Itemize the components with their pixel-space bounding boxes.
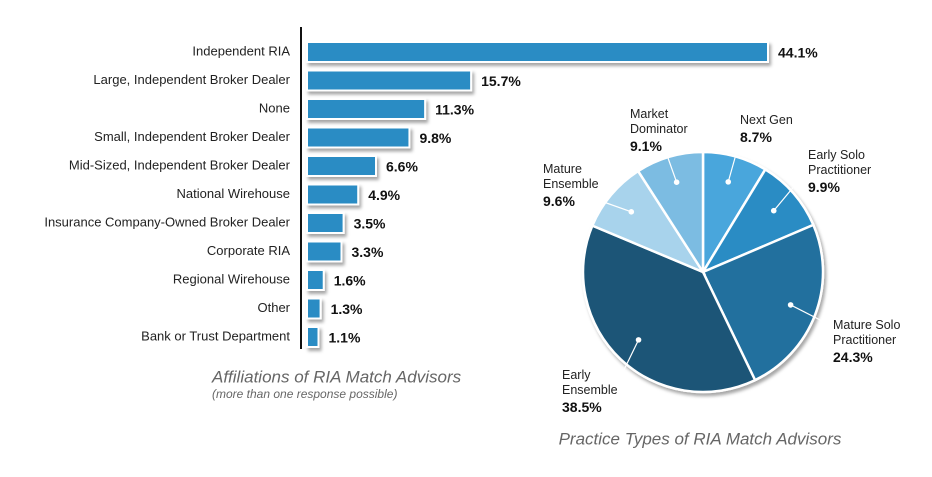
bar <box>306 326 320 348</box>
leader-dot <box>770 207 777 214</box>
leader-dot <box>635 337 642 343</box>
category-label: None <box>259 100 290 115</box>
value-label: 6.6% <box>386 159 418 175</box>
value-label: 4.9% <box>368 187 400 203</box>
category-label: Independent RIA <box>192 43 290 58</box>
slice-value: 9.6% <box>543 193 575 209</box>
value-label: 15.7% <box>481 73 521 89</box>
slice-value: 38.5% <box>562 399 602 415</box>
value-label: 1.3% <box>331 301 363 317</box>
slice-value: 8.7% <box>740 129 772 145</box>
bar <box>306 41 769 63</box>
slice-label: Mature Ensemble 9.6% <box>543 162 625 209</box>
bars <box>306 41 769 348</box>
pie-slice <box>699 167 816 275</box>
value-label: 1.6% <box>334 273 366 289</box>
value-label: 3.5% <box>354 216 386 232</box>
slice-label: Early Solo Practitioner 9.9% <box>808 148 890 195</box>
value-label: 1.1% <box>328 330 360 346</box>
bar <box>306 297 322 320</box>
slice-value: 24.3% <box>833 349 873 365</box>
slice-label: Mature Solo Practitioner 24.3% <box>833 318 915 365</box>
category-label: Other <box>257 300 290 315</box>
value-label: 9.8% <box>419 130 451 146</box>
leader-line <box>597 199 632 213</box>
pie-slice <box>581 223 757 394</box>
value-label: 44.1% <box>778 45 818 61</box>
leader-line <box>667 157 678 183</box>
pie-slice <box>701 223 825 382</box>
pie <box>581 150 825 394</box>
category-label: Regional Wirehouse <box>173 271 290 286</box>
bar <box>306 126 411 149</box>
slice-value: 9.1% <box>630 138 662 154</box>
slice-value: 9.9% <box>808 179 840 195</box>
slice-label: Next Gen 8.7% <box>740 113 822 145</box>
pie-slice <box>636 150 705 277</box>
bar <box>306 155 377 177</box>
category-label: Large, Independent Broker Dealer <box>93 72 290 87</box>
category-label: Bank or Trust Department <box>141 328 290 343</box>
bar <box>306 98 427 120</box>
slice-label: Market Dominator 9.1% <box>630 107 712 154</box>
category-label: Corporate RIA <box>207 243 290 258</box>
leader-dot <box>787 302 794 308</box>
leader-line <box>727 139 741 183</box>
leader-line <box>773 171 807 212</box>
pie-chart-title: Practice Types of RIA Match Advisors <box>559 429 842 448</box>
bar <box>306 269 325 291</box>
value-label: 11.3% <box>435 102 474 118</box>
bar <box>306 183 360 206</box>
bar-chart-title: Affiliations of RIA Match Advisors <box>211 367 462 386</box>
category-label: National Wirehouse <box>177 186 290 201</box>
leader-line <box>619 339 640 379</box>
bar <box>306 240 343 263</box>
slice-name: Mature Solo Practitioner <box>833 318 901 347</box>
leader-dot <box>628 209 635 215</box>
category-label: Mid-Sized, Independent Broker Dealer <box>69 157 291 172</box>
leader-dot <box>725 179 732 185</box>
leader-dot <box>673 179 680 185</box>
value-label: 3.3% <box>351 244 383 260</box>
bar <box>306 212 345 234</box>
slice-name: Market Dominator <box>630 107 688 136</box>
leader-line <box>790 304 831 326</box>
category-label: Insurance Company-Owned Broker Dealer <box>44 214 290 229</box>
category-label: Small, Independent Broker Dealer <box>94 129 291 144</box>
slice-name: Next Gen <box>740 113 793 127</box>
bar-chart-subtitle: (more than one response possible) <box>212 387 397 401</box>
bar <box>306 69 473 92</box>
slice-name: Mature Ensemble <box>543 162 599 191</box>
slice-name: Early Ensemble <box>562 368 618 397</box>
slice-label: Early Ensemble 38.5% <box>562 368 644 415</box>
slice-name: Early Solo Practitioner <box>808 148 872 177</box>
